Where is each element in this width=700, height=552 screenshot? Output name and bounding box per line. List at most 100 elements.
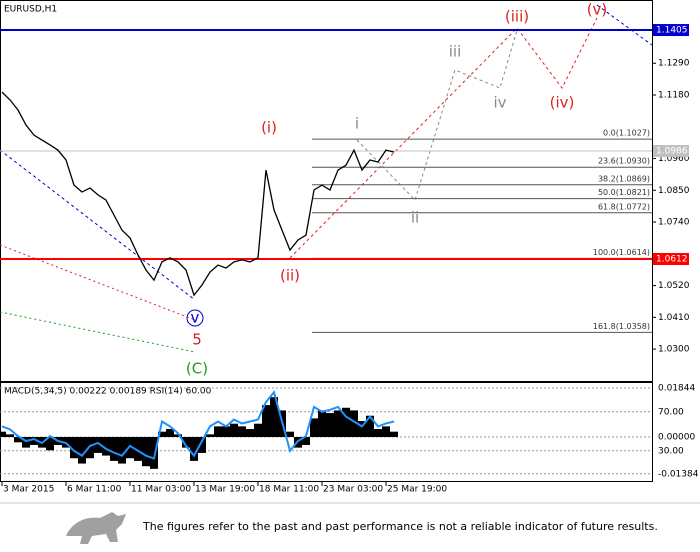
wave-label: (i)	[261, 119, 277, 137]
macd-bar	[254, 423, 262, 437]
wave-label: (iii)	[505, 8, 529, 26]
y-tick-label: 30.00	[658, 446, 684, 456]
disclaimer: The figures refer to the past and past p…	[142, 520, 658, 533]
macd-bar	[206, 434, 214, 437]
macd-bar	[310, 418, 318, 437]
level-label: 1.0612	[656, 255, 688, 265]
macd-bar	[118, 436, 126, 464]
macd-bar	[0, 431, 6, 437]
x-tick-label: 3 Mar 2015	[3, 485, 54, 495]
fib-label: 38.2(1.0869)	[598, 174, 650, 183]
rsi-line	[1, 390, 395, 460]
macd-bar	[382, 426, 390, 437]
wave-label: v	[191, 309, 200, 327]
y-tick-label: 1.0850	[658, 186, 690, 196]
fib-label: 0.0(1.1027)	[603, 129, 650, 138]
macd-bar	[214, 426, 222, 437]
macd-bar	[350, 410, 358, 437]
macd-bar	[286, 431, 294, 437]
macd-bar	[246, 429, 254, 437]
level-box	[653, 24, 689, 37]
macd-bar	[262, 405, 270, 437]
wave-label: iii	[449, 43, 462, 61]
wave-line	[0, 311, 196, 353]
projections	[0, 4, 653, 353]
macd-bar	[198, 436, 206, 453]
fib-label: 23.6(1.0930)	[598, 157, 650, 166]
macd-bar	[70, 436, 78, 459]
x-tick-label: 18 Mar 11:00	[259, 485, 319, 495]
sub-title: MACD(5,34,5) 0.00222 0.00189 RSI(14) 60.…	[4, 387, 212, 397]
macd-bar	[182, 436, 190, 448]
logo	[66, 512, 126, 544]
macd-bar	[110, 436, 118, 461]
macd-bar	[342, 407, 350, 437]
x-tick-label: 11 Mar 03:00	[131, 485, 191, 495]
fib-label: 100.0(1.0614)	[593, 248, 650, 257]
macd-bar	[174, 434, 182, 437]
level-box	[653, 145, 689, 158]
macd-bar	[78, 436, 86, 464]
macd-bar	[142, 436, 150, 467]
y-tick-label: 1.0300	[658, 345, 690, 355]
y-tick-label: 1.0520	[658, 281, 690, 291]
macd-bar	[126, 436, 134, 459]
macd-bar	[86, 436, 94, 459]
macd-bar	[366, 415, 374, 437]
x-tick-label: 23 Mar 03:00	[323, 485, 383, 495]
fib-label: 50.0(1.0821)	[598, 188, 650, 197]
macd-bar	[270, 397, 278, 437]
macd-bar	[238, 426, 246, 437]
level-label: 1.0986	[656, 147, 688, 157]
fib-label: 161.8(1.0358)	[593, 322, 650, 331]
x-tick-label: 13 Mar 19:00	[195, 485, 255, 495]
wave-circle	[186, 309, 204, 327]
y-tick-label: 1.1290	[658, 59, 690, 69]
y-tick-label: 0.01844	[658, 384, 695, 394]
x-tick-label: 6 Mar 11:00	[67, 485, 122, 495]
macd-bar	[22, 436, 30, 448]
macd-bar	[390, 431, 398, 437]
macd-bar	[230, 423, 238, 437]
price-line	[1, 91, 395, 297]
wave-label: (ii)	[280, 267, 300, 285]
y-tick-label: 1.0740	[658, 218, 690, 228]
macd-bar	[166, 429, 174, 437]
wave-line	[0, 149, 196, 301]
wave-label: i	[355, 115, 359, 133]
y-tick-label: 1.0410	[658, 313, 690, 323]
wave-line	[0, 244, 196, 321]
chart-title: EURUSD,H1	[4, 5, 57, 15]
y-tick-label: 70.00	[658, 407, 684, 417]
macd-bar	[190, 436, 198, 461]
macd-bar	[30, 436, 38, 445]
wave-line	[289, 17, 598, 259]
macd-bar	[222, 426, 230, 437]
macd-bar	[302, 436, 310, 445]
macd-bar	[374, 429, 382, 437]
wave-label: (C)	[186, 360, 208, 378]
macd-bar	[158, 431, 166, 437]
macd-bar	[14, 436, 22, 443]
wave-line	[596, 4, 653, 46]
wave-line	[356, 29, 518, 201]
macd-bar	[46, 436, 54, 451]
macd-bar	[326, 413, 334, 437]
wave-label: (v)	[587, 1, 608, 19]
macd-bar	[94, 436, 102, 453]
wave-label: ii	[411, 209, 419, 227]
wave-label: (iv)	[550, 94, 575, 112]
macd-bar	[334, 410, 342, 437]
macd-bar	[358, 421, 366, 437]
y-tick-label: 1.1180	[658, 91, 690, 101]
level-label: 1.1405	[656, 26, 688, 36]
macd-bar	[134, 436, 142, 461]
y-tick-label: 0.00000	[658, 432, 695, 442]
fib-label: 61.8(1.0772)	[598, 202, 650, 211]
main-frame	[0, 0, 653, 382]
macd-bar	[318, 410, 326, 437]
macd-bar	[150, 436, 158, 469]
macd-bar	[102, 436, 110, 456]
macd-bar	[6, 434, 14, 437]
